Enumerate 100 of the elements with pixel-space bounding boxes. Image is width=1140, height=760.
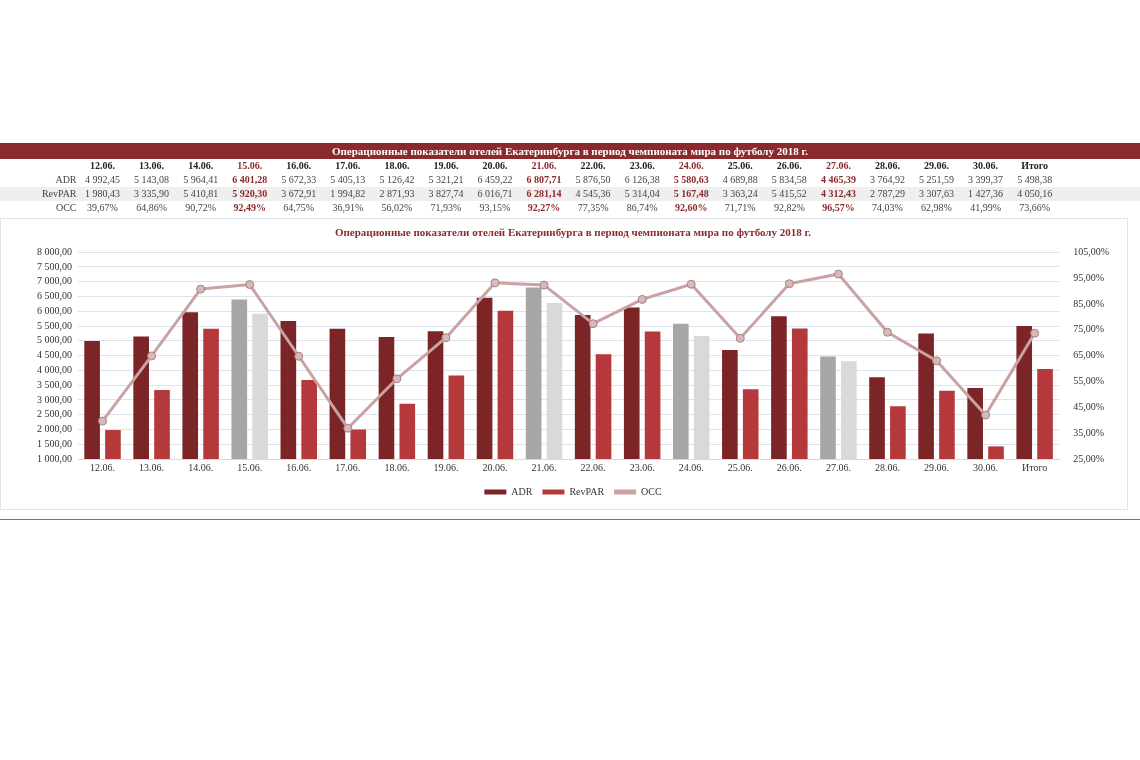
category-label: 24.06.: [678, 160, 704, 171]
point: [441, 333, 451, 343]
data-label: 3 335,90: [134, 188, 170, 200]
data-label: 6 401,28: [232, 174, 268, 186]
data-label: 5 964,41: [183, 174, 219, 186]
category-label: 16.06.: [286, 160, 312, 171]
y-tick-label: 4 000,00: [37, 364, 72, 375]
point: [784, 279, 794, 289]
category-label: 17.06.: [335, 160, 361, 171]
y2-tick-label: 55,00%: [1073, 375, 1105, 387]
data-label: 64,86%: [136, 202, 167, 214]
data-label: 1 427,36: [968, 188, 1004, 200]
x-tick-label: 18.06.: [384, 461, 410, 473]
data-label: 4 465,39: [820, 174, 856, 186]
point: [490, 278, 500, 288]
point: [294, 351, 304, 361]
category-label: 22.06.: [580, 160, 606, 171]
x-tick-label: 23.06.: [629, 461, 655, 473]
legend-label: ADR: [511, 485, 533, 497]
data-label: 3 764,92: [869, 174, 905, 186]
data-label: 5 143,08: [134, 174, 170, 186]
legend-label: RevPAR: [569, 485, 605, 497]
y-tick-label: 2 000,00: [37, 423, 72, 435]
data-label: 6 281,14: [526, 188, 562, 200]
data-label: 5 415,52: [771, 188, 807, 200]
data-label: 5 498,38: [1017, 174, 1053, 186]
point: [245, 280, 255, 290]
data-label: 92,27%: [527, 202, 561, 214]
y2-tick-label: 25,00%: [1073, 452, 1105, 464]
y-tick-label: 6 500,00: [37, 290, 72, 302]
point: [932, 356, 942, 366]
y2-tick-label: 95,00%: [1073, 271, 1105, 283]
data-label: 2 787,29: [869, 188, 905, 200]
data-label: 93,15%: [479, 202, 511, 214]
data-label: 5 321,21: [428, 174, 464, 186]
y-tick-label: 1 500,00: [37, 437, 72, 449]
text: OCC: [55, 202, 77, 213]
x-tick-label: Итого: [1021, 461, 1048, 473]
data-label: 74,03%: [872, 202, 903, 214]
category-label: 21.06.: [531, 160, 557, 171]
category-label: 18.06.: [384, 160, 410, 171]
y-tick-label: 2 500,00: [37, 408, 72, 420]
data-label: 5 410,81: [183, 188, 219, 200]
x-tick-label: 22.06.: [580, 461, 606, 473]
data-label: 3 827,74: [428, 188, 464, 200]
x-tick-label: 13.06.: [139, 461, 165, 473]
data-label: 5 251,59: [919, 174, 955, 186]
category-label: 23.06.: [629, 160, 655, 171]
y-tick-label: 7 000,00: [37, 275, 72, 287]
x-tick-label: 29.06.: [924, 461, 950, 473]
category-label: 20.06.: [482, 160, 508, 171]
data-label: 4 050,16: [1017, 188, 1053, 200]
x-tick-label: 17.06.: [335, 461, 361, 473]
x-tick-label: 21.06.: [531, 461, 557, 473]
text: ADR: [55, 174, 77, 185]
data-label: 39,67%: [87, 202, 118, 214]
data-label: 5 126,42: [379, 174, 415, 186]
data-label: 92,82%: [773, 202, 805, 214]
point: [882, 327, 892, 337]
data-label: 73,66%: [1019, 202, 1051, 214]
data-label: 5 672,33: [281, 174, 317, 186]
y-tick-label: 5 500,00: [37, 319, 72, 331]
data-label: 6 459,22: [477, 174, 513, 186]
category-label: 29.06.: [924, 160, 950, 171]
point: [1030, 328, 1040, 338]
category-label: 19.06.: [433, 160, 459, 171]
point: [539, 280, 549, 290]
point: [196, 284, 206, 294]
category-label: 30.06.: [973, 160, 999, 171]
x-tick-label: 24.06.: [678, 461, 704, 473]
category-label: 14.06.: [188, 160, 214, 171]
data-label: 5 834,58: [771, 174, 807, 186]
data-label: 5 405,13: [330, 174, 366, 186]
data-label: 5 580,63: [673, 174, 709, 186]
category-label: 13.06.: [139, 160, 165, 171]
x-tick-label: 19.06.: [433, 461, 459, 473]
category-label: 12.06.: [90, 160, 116, 171]
data-label: 6 016,71: [477, 188, 513, 200]
data-label: 3 363,24: [722, 188, 758, 200]
y2-tick-label: 35,00%: [1073, 426, 1105, 438]
point: [343, 423, 353, 433]
data-label: 3 399,37: [968, 174, 1004, 186]
x-tick-label: 20.06.: [482, 461, 508, 473]
y-tick-label: 3 000,00: [37, 393, 72, 405]
y2-tick-label: 65,00%: [1073, 349, 1105, 361]
y2-tick-label: 85,00%: [1073, 297, 1105, 309]
y2-tick-label: 105,00%: [1073, 245, 1110, 257]
y-tick-label: 3 500,00: [37, 378, 72, 390]
data-label: 4 992,45: [85, 174, 121, 186]
data-label: 41,99%: [970, 202, 1001, 214]
y-tick-label: 7 500,00: [37, 260, 72, 272]
data-label: 3 307,63: [919, 188, 955, 200]
data-label: 36,91%: [332, 202, 364, 214]
text: RevPAR: [41, 188, 77, 199]
data-label: 2 871,93: [379, 188, 415, 200]
point: [588, 319, 598, 329]
legend-label: OCC: [641, 485, 662, 497]
x-tick-label: 15.06.: [237, 461, 263, 473]
data-label: 90,72%: [185, 202, 217, 214]
point: [981, 410, 991, 420]
